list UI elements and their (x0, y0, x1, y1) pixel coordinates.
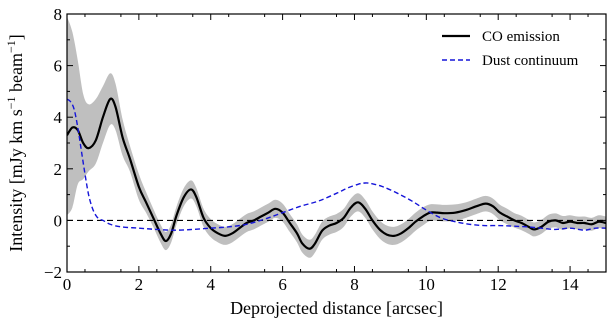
y-tick-label: 8 (54, 5, 63, 24)
x-tick-label: 6 (278, 275, 287, 294)
x-tick-label: 4 (206, 275, 215, 294)
y-tick-label: 4 (54, 108, 63, 127)
x-tick-label: 2 (135, 275, 144, 294)
x-tick-label: 0 (63, 275, 72, 294)
x-axis-title: Deprojected distance [arcsec] (230, 298, 443, 318)
ticks-layer (66, 13, 606, 273)
y-axis-title-superscript: −1 (4, 40, 18, 53)
y-axis-title-part: beam (6, 53, 26, 96)
x-tick-label: 8 (350, 275, 359, 294)
y-axis-title-part: ] (6, 34, 26, 40)
series-line-co-emission (67, 97, 606, 250)
legend-label-co-emission: CO emission (482, 29, 560, 45)
x-tick-label: 14 (562, 275, 580, 294)
x-tick-label: 12 (490, 275, 507, 294)
series-layer (67, 97, 606, 250)
y-tick-label: 6 (54, 57, 63, 76)
legend-label-dust-continuum: Dust continuum (482, 53, 579, 69)
y-axis-title-part: Intensity [mJy km s (6, 109, 26, 252)
y-axis-title: Intensity [mJy km s−1 beam−1] (4, 34, 26, 252)
legend: CO emission Dust continuum (442, 29, 579, 69)
y-tick-label: −2 (44, 263, 62, 282)
y-tick-label: 2 (54, 160, 63, 179)
y-tick-label: 0 (54, 211, 63, 230)
x-tick-label: 10 (418, 275, 435, 294)
y-axis-title-superscript: −1 (4, 96, 18, 109)
